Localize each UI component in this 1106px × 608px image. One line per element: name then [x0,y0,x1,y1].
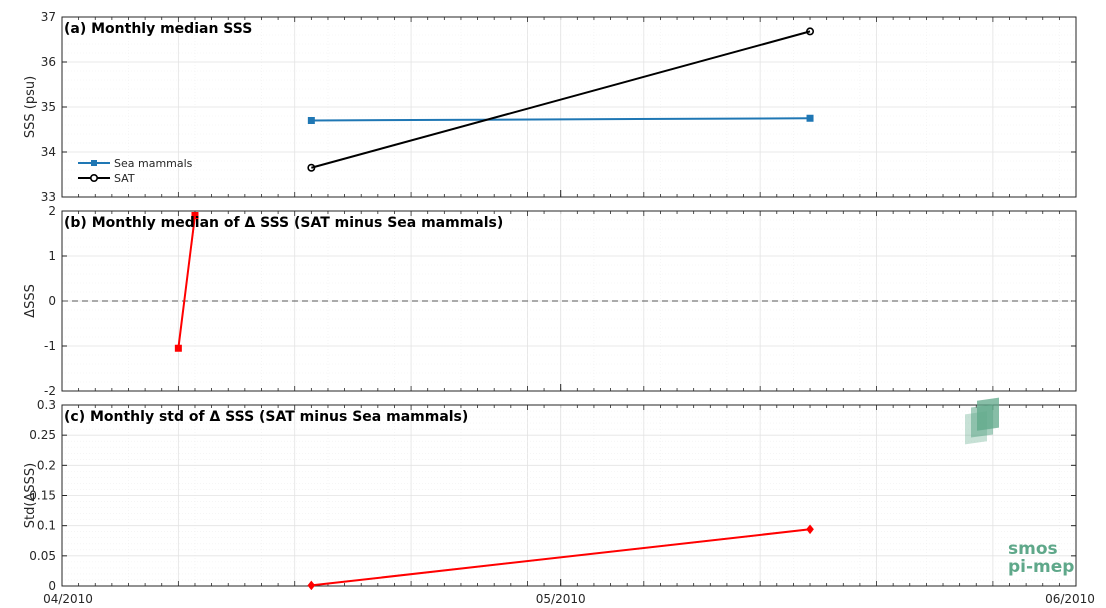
data-point-square [806,114,814,122]
legend-marker [91,160,97,166]
data-point-square [191,212,199,219]
y-tick-label: 0.25 [29,428,56,442]
panel-title: (b) Monthly median of Δ SSS (SAT minus S… [64,215,503,231]
logo-line1: smos [1008,539,1058,559]
y-axis-label: Std(ΔSSS) [23,463,38,528]
series-line [311,528,811,587]
legend-marker [90,174,99,183]
axes-box [61,404,1077,587]
axes-box [61,210,1077,392]
panel-a: 33 34 35 36 37 (a) Monthly median SSS SSS (psu… [23,10,1077,204]
y-tick-label: 0.2 [37,458,56,472]
panel-title: (a) Monthly median SSS [64,21,252,37]
y-tick-label: 36 [41,55,56,69]
logo-line2: pi-mep [1008,557,1074,577]
x-tick-label: 04/2010 [43,592,93,606]
y-tick-label: 37 [41,10,56,24]
series-0 [307,114,814,124]
data-point-square [307,117,315,124]
x-tick-label: 05/2010 [536,592,586,606]
y-tick-label: 0 [48,294,56,308]
series-line [311,30,811,169]
data-point-square [174,344,182,352]
data-point-diamond [806,524,814,535]
series-line [177,215,196,349]
axes-box [61,16,1077,198]
data-point-circle [806,27,815,36]
y-tick-label: 0.05 [29,549,56,563]
y-tick-label: -1 [44,339,56,353]
data-point-circle [307,163,316,172]
series-0 [174,212,199,352]
y-axis-label: SSS (psu) [23,76,38,138]
y-tick-label: 1 [48,249,56,263]
y-tick-label: -2 [44,384,56,398]
y-tick-label: 0 [48,579,56,593]
panel-b: -2 -1 0 1 2 (b) Monthly median of Δ SSS (SAT … [23,204,1077,398]
y-tick-label: 2 [48,204,56,218]
y-tick-label: 33 [41,190,56,204]
panel-title: (c) Monthly std of Δ SSS (SAT minus Sea … [64,409,468,425]
panel-c: 0 0.05 0.1 0.15 0.2 0.25 0.3 (c) Monthly std of… [23,398,1095,606]
y-axis-label: ΔSSS [23,284,38,318]
legend-label: SAT [114,172,135,185]
y-tick-label: 0.3 [37,398,56,412]
legend-label: Sea mammals [114,157,193,170]
x-tick-label: 06/2010 [1045,592,1095,606]
series-0 [307,524,814,590]
y-tick-label: 34 [41,145,56,159]
y-tick-label: 35 [41,100,56,114]
series-1 [307,27,815,172]
data-point-diamond [307,580,316,590]
y-tick-label: 0.15 [29,489,56,503]
y-tick-label: 0.1 [37,519,56,533]
logo-square [977,397,999,431]
series-line [311,117,811,122]
